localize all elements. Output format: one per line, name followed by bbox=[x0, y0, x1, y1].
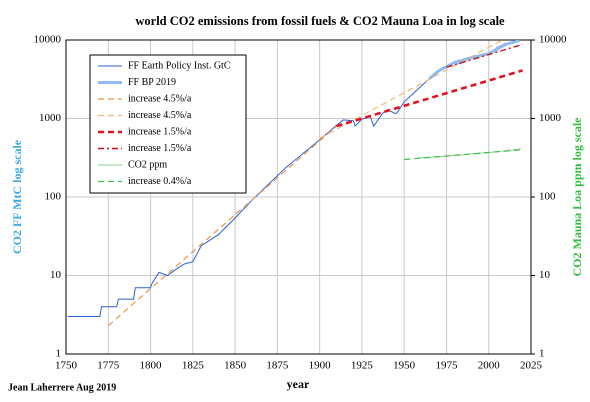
x-tick-label: 1900 bbox=[309, 360, 332, 372]
y2-axis-label: CO2 Mauna Loa ppm log scale bbox=[570, 117, 584, 277]
credit: Jean Laherrere Aug 2019 bbox=[8, 382, 116, 393]
x-tick-label: 1875 bbox=[266, 360, 289, 372]
x-tick-label: 1925 bbox=[351, 360, 374, 372]
chart-title: world CO2 emissions from fossil fuels & … bbox=[135, 14, 505, 28]
series-line bbox=[428, 40, 520, 80]
y-axis-label: CO2 FF MtC log scale bbox=[10, 139, 24, 254]
series-line bbox=[107, 125, 337, 327]
legend-label: CO2 ppm bbox=[128, 159, 167, 170]
y-tick-label: 1 bbox=[56, 348, 62, 360]
x-tick-label: 1750 bbox=[55, 360, 78, 372]
x-tick-label: 1950 bbox=[393, 360, 416, 372]
x-tick-label: 2000 bbox=[478, 360, 501, 372]
y-tick-label: 1000 bbox=[39, 112, 62, 124]
y2-tick-label: 10 bbox=[539, 269, 551, 281]
x-tick-label: 1825 bbox=[182, 360, 205, 372]
series-line bbox=[417, 148, 521, 159]
x-tick-label: 1775 bbox=[97, 360, 120, 372]
y2-tick-label: 10000 bbox=[539, 34, 567, 46]
legend-label: increase 0.4%/a bbox=[128, 176, 192, 187]
legend-label: increase 4.5%/a bbox=[128, 93, 192, 104]
y2-tick-label: 1 bbox=[539, 348, 545, 360]
series-line bbox=[336, 69, 523, 128]
x-tick-label: 1800 bbox=[140, 360, 163, 372]
legend-label: FF BP 2019 bbox=[128, 77, 176, 88]
legend-label: increase 1.5%/a bbox=[128, 143, 192, 154]
legend-label: FF Earth Policy Inst. GtC bbox=[128, 60, 231, 71]
legend-label: increase 4.5%/a bbox=[128, 110, 192, 121]
x-tick-label: 2025 bbox=[520, 360, 543, 372]
x-axis-label: year bbox=[287, 377, 310, 391]
y-tick-label: 10 bbox=[50, 269, 62, 281]
legend-box bbox=[89, 54, 247, 194]
x-tick-label: 1850 bbox=[224, 360, 247, 372]
y-tick-label: 10000 bbox=[34, 34, 62, 46]
x-tick-label: 1975 bbox=[435, 360, 458, 372]
series-line bbox=[446, 43, 523, 68]
legend-label: increase 1.5%/a bbox=[128, 126, 192, 137]
y2-tick-label: 100 bbox=[539, 191, 556, 203]
y2-tick-label: 1000 bbox=[539, 112, 562, 124]
y-tick-label: 100 bbox=[45, 191, 62, 203]
plot-frame bbox=[65, 39, 532, 355]
